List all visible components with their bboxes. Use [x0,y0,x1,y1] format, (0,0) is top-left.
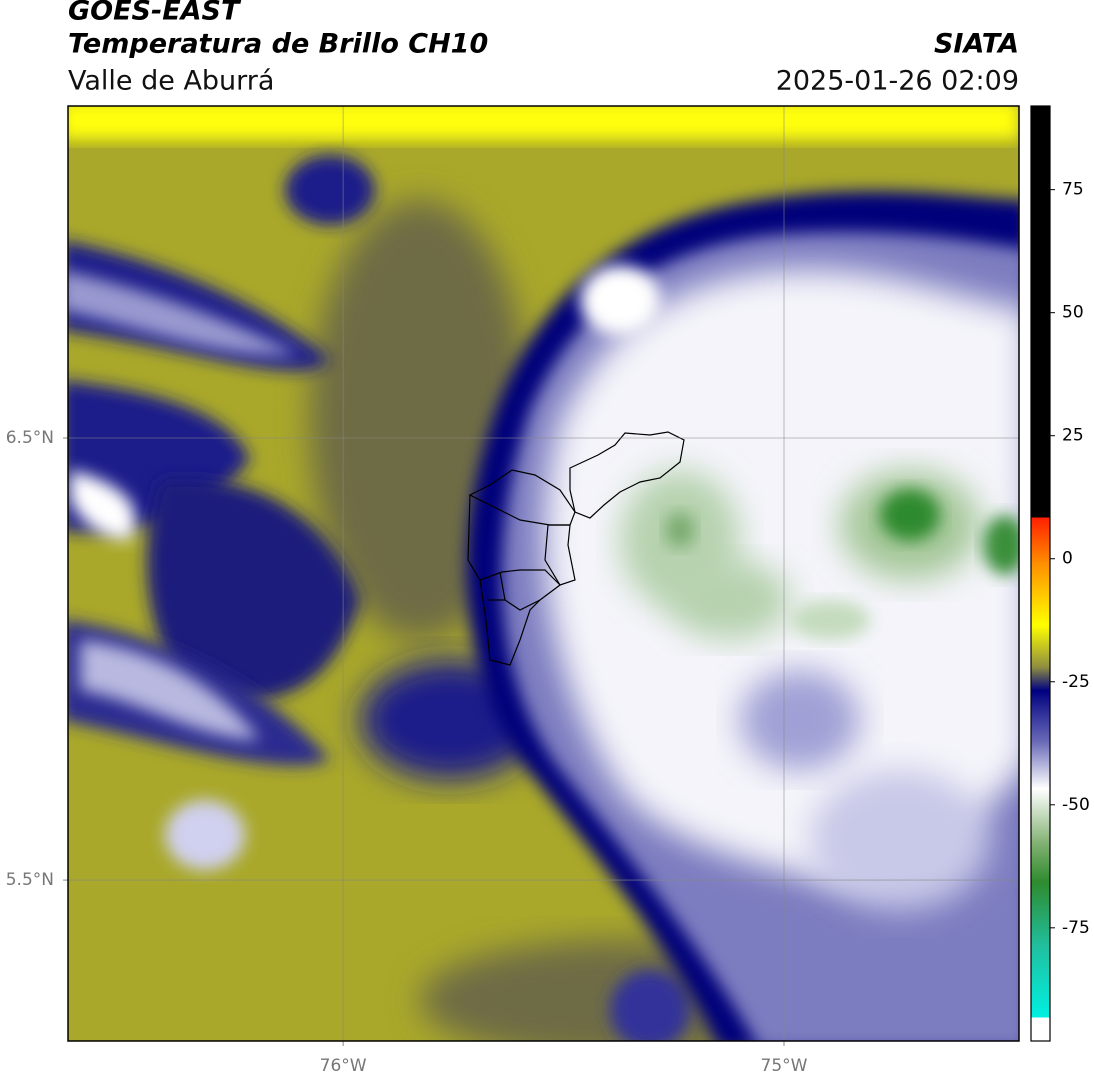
y-tick-label: 5.5°N [6,870,54,890]
satellite-title: GOES-EAST [68,0,242,27]
x-tick-label: 76°W [320,1056,367,1076]
colorbar [1030,105,1051,1042]
colorbar-tick-label: -50 [1062,795,1090,815]
grid: 76°W 75°W 6.5°N 5.5°N [6,106,1019,1076]
colorbar-tick-label: 50 [1062,303,1084,323]
colorbar-tick-label: 75 [1062,180,1084,200]
colorbar-tick-label: -25 [1062,672,1090,692]
satellite-image [68,106,1019,1041]
x-tick-label: 75°W [761,1056,808,1076]
product-title: Temperatura de Brillo CH10 [68,29,488,60]
map-frame [67,105,1020,1042]
colorbar-tick-label: -75 [1062,918,1090,938]
colorbar-tick-label: 0 [1062,549,1073,569]
agency: SIATA [934,29,1019,60]
colorbar-tick-label: 25 [1062,426,1084,446]
datetime: 2025-01-26 02:09 [776,66,1019,97]
region-title: Valle de Aburrá [68,66,274,97]
y-tick-label: 6.5°N [6,428,54,448]
colorbar-ticks: -75 -50 -25 0 25 50 75 [1050,180,1090,938]
